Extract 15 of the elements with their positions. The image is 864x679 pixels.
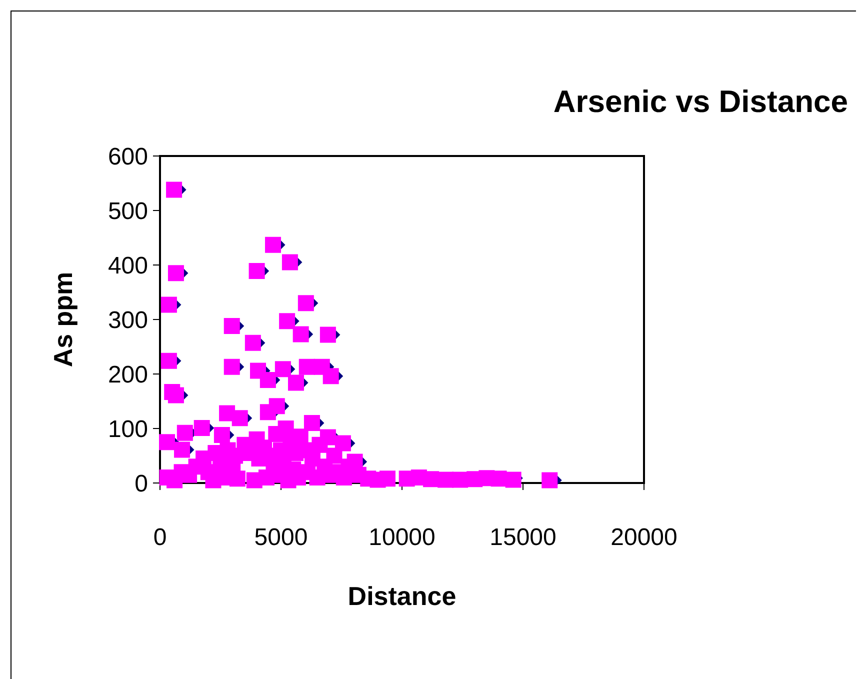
y-tick-label: 400 <box>108 252 148 280</box>
y-axis-title: As ppm <box>48 272 78 368</box>
y-tick-label: 100 <box>108 416 148 443</box>
x-tick-label: 10000 <box>368 524 436 551</box>
y-tick-label: 300 <box>108 306 148 334</box>
x-tick-label: 5000 <box>254 524 308 551</box>
x-tick-label: 0 <box>153 524 167 551</box>
y-tick-label: 600 <box>108 143 148 170</box>
y-tick-label: 0 <box>134 470 148 498</box>
chart-title: Arsenic vs Distance <box>553 84 848 119</box>
x-axis-title: Distance <box>348 581 456 611</box>
y-tick-label: 200 <box>108 361 148 388</box>
x-tick-label: 20000 <box>610 524 678 551</box>
x-tick-label: 15000 <box>490 524 556 551</box>
y-tick-label: 500 <box>108 198 148 225</box>
